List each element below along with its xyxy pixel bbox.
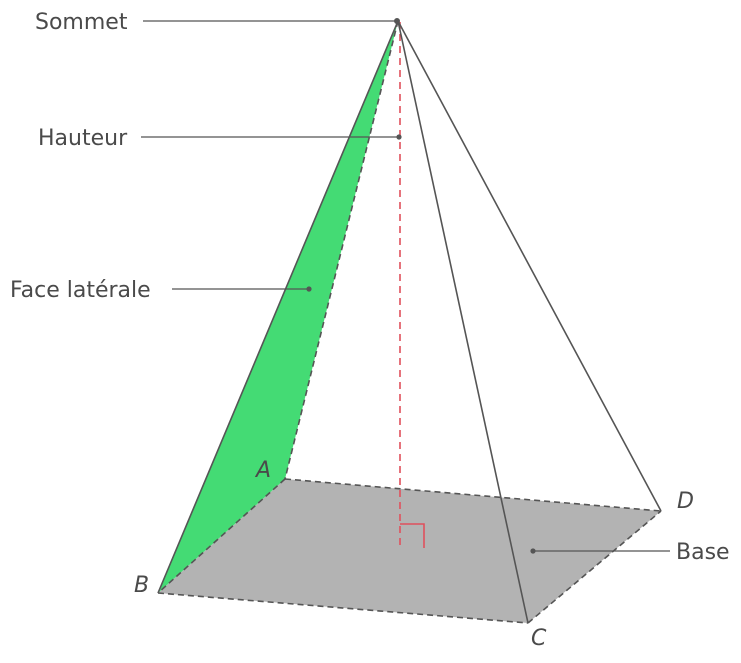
- leader-dots: [306, 18, 536, 554]
- dot-hauteur: [396, 134, 402, 140]
- right-angle-marker: [400, 523, 425, 548]
- dot-base: [530, 548, 536, 554]
- visible-edges: [157, 20, 662, 624]
- vertex-a: A: [254, 458, 271, 483]
- edge-cd: [527, 510, 662, 624]
- label-sommet: Sommet: [35, 10, 128, 35]
- dot-face: [306, 286, 312, 292]
- vertex-c: C: [531, 626, 547, 651]
- edge-ad: [284, 478, 662, 512]
- base-face: [158, 479, 661, 623]
- edge-ab: [157, 478, 286, 594]
- leaders: [141, 20, 670, 552]
- label-base: Base: [676, 540, 730, 565]
- hidden-edges: [157, 20, 662, 624]
- vertex-d: D: [677, 489, 694, 514]
- edge-sd: [397, 20, 662, 512]
- edge-sa: [284, 20, 399, 480]
- label-face-laterale: Face latérale: [10, 278, 151, 303]
- label-hauteur: Hauteur: [38, 126, 128, 151]
- edge-sb: [157, 20, 399, 594]
- dot-sommet: [394, 18, 400, 24]
- edge-bc: [157, 592, 529, 624]
- edge-sc: [397, 20, 529, 624]
- vertex-b: B: [134, 573, 149, 598]
